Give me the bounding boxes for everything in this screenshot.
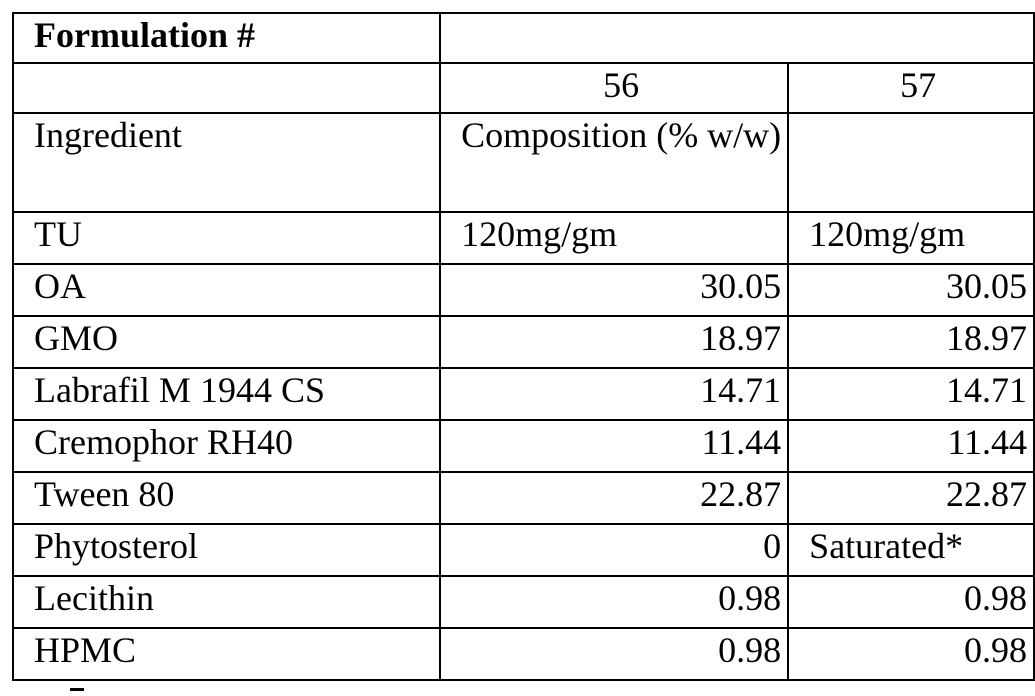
value-56-cell: 0 xyxy=(440,524,788,576)
ingredient-cell: GMO xyxy=(13,316,440,368)
empty-cell xyxy=(13,63,440,113)
table-title-row: Formulation # xyxy=(13,13,1034,63)
formulation-table: Formulation # 56 57 Ingredient Compositi… xyxy=(12,12,1035,681)
value-56-cell: 30.05 xyxy=(440,264,788,316)
table-row: GMO 18.97 18.97 xyxy=(13,316,1034,368)
ingredient-cell: Lecithin xyxy=(13,576,440,628)
ingredient-cell: OA xyxy=(13,264,440,316)
ingredient-cell: Tween 80 xyxy=(13,472,440,524)
formulation-title: Formulation # xyxy=(13,13,440,63)
table-row: TU 120mg/gm 120mg/gm xyxy=(13,212,1034,264)
table-row: Labrafil M 1944 CS 14.71 14.71 xyxy=(13,368,1034,420)
table-row: Cremophor RH40 11.44 11.44 xyxy=(13,420,1034,472)
table-row: Tween 80 22.87 22.87 xyxy=(13,472,1034,524)
ingredient-header: Ingredient xyxy=(13,113,440,212)
page-bottom-margin xyxy=(0,684,1035,696)
value-57-cell: 22.87 xyxy=(788,472,1034,524)
ingredient-cell: Cremophor RH40 xyxy=(13,420,440,472)
value-57-cell: 11.44 xyxy=(788,420,1034,472)
value-57-cell: 120mg/gm xyxy=(788,212,1034,264)
value-57-cell: 30.05 xyxy=(788,264,1034,316)
table-row: HPMC 0.98 0.98 xyxy=(13,628,1034,680)
table-row: OA 30.05 30.05 xyxy=(13,264,1034,316)
table-row: Lecithin 0.98 0.98 xyxy=(13,576,1034,628)
value-56-cell: 18.97 xyxy=(440,316,788,368)
ingredient-cell: Labrafil M 1944 CS xyxy=(13,368,440,420)
cropped-text-fragment xyxy=(70,688,84,691)
composition-header: Composition (% w/w) xyxy=(440,113,788,212)
empty-cell xyxy=(440,13,1034,63)
formulation-57-header: 57 xyxy=(788,63,1034,113)
value-56-cell: 11.44 xyxy=(440,420,788,472)
column-header-row: Ingredient Composition (% w/w) xyxy=(13,113,1034,212)
value-56-cell: 120mg/gm xyxy=(440,212,788,264)
value-57-cell: 18.97 xyxy=(788,316,1034,368)
ingredient-cell: HPMC xyxy=(13,628,440,680)
formulation-56-header: 56 xyxy=(440,63,788,113)
value-56-cell: 0.98 xyxy=(440,628,788,680)
value-56-cell: 14.71 xyxy=(440,368,788,420)
formulation-number-row: 56 57 xyxy=(13,63,1034,113)
table-row: Phytosterol 0 Saturated* xyxy=(13,524,1034,576)
ingredient-cell: Phytosterol xyxy=(13,524,440,576)
ingredient-cell: TU xyxy=(13,212,440,264)
value-56-cell: 22.87 xyxy=(440,472,788,524)
value-57-cell: Saturated* xyxy=(788,524,1034,576)
value-57-cell: 0.98 xyxy=(788,628,1034,680)
empty-cell xyxy=(788,113,1034,212)
value-56-cell: 0.98 xyxy=(440,576,788,628)
value-57-cell: 0.98 xyxy=(788,576,1034,628)
value-57-cell: 14.71 xyxy=(788,368,1034,420)
